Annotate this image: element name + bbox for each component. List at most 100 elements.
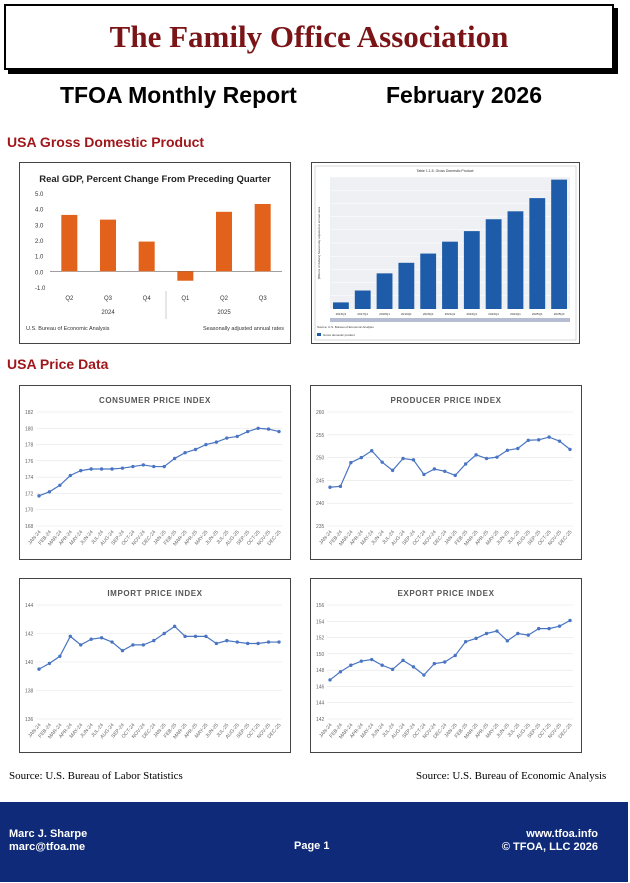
x-tick-label: Q3 bbox=[104, 296, 113, 302]
data-point bbox=[110, 640, 114, 644]
data-point bbox=[235, 434, 239, 439]
x-tick-label: 2025Q1 bbox=[532, 312, 543, 316]
bar bbox=[376, 273, 393, 309]
data-point bbox=[152, 464, 156, 469]
chart-note: Seasonally adjusted annual rates bbox=[203, 326, 284, 332]
series-line bbox=[38, 427, 280, 497]
data-point bbox=[162, 631, 166, 636]
data-point bbox=[422, 673, 426, 677]
data-point bbox=[370, 657, 374, 662]
data-point bbox=[183, 634, 187, 639]
data-point bbox=[422, 472, 426, 477]
report-title: TFOA Monthly Report bbox=[60, 82, 297, 108]
data-point bbox=[256, 426, 260, 430]
bar bbox=[354, 290, 371, 309]
section-heading-gdp: USA Gross Domestic Product bbox=[7, 134, 205, 150]
x-tick-label: Q3 bbox=[259, 296, 268, 302]
section-heading-price: USA Price Data bbox=[7, 356, 109, 372]
footer: Marc J. Sharpe marc@tfoa.me Page 1 www.t… bbox=[0, 802, 628, 882]
x-tick-label: 2020Q1 bbox=[423, 312, 434, 316]
source-note: U.S. Bureau of Economic Analysis bbox=[26, 326, 110, 332]
data-point bbox=[225, 436, 229, 440]
data-point bbox=[453, 653, 457, 658]
data-point bbox=[214, 641, 219, 646]
gdp-growth-chart: Real GDP, Percent Change From Preceding … bbox=[26, 174, 284, 332]
series-line bbox=[38, 625, 279, 670]
bar bbox=[551, 179, 567, 309]
export-price-chart: EXPORT PRICE INDEX 156 154 152 150 148 146 144 1… bbox=[316, 589, 574, 740]
data-point bbox=[401, 456, 405, 461]
y-tick-label: 5.0 bbox=[35, 192, 44, 198]
legend-label: Gross domestic product bbox=[323, 333, 355, 337]
bar bbox=[177, 271, 194, 281]
series-line bbox=[329, 619, 571, 681]
data-point bbox=[58, 483, 62, 487]
bar bbox=[442, 241, 458, 309]
y-tick-label: 240 bbox=[316, 501, 325, 507]
data-point bbox=[131, 643, 135, 647]
data-point bbox=[266, 640, 271, 644]
y-tick-label: 2.0 bbox=[35, 239, 44, 245]
data-point bbox=[266, 427, 271, 431]
data-point bbox=[141, 643, 146, 647]
data-point bbox=[99, 636, 104, 640]
data-point bbox=[58, 654, 62, 658]
group-label: 2024 bbox=[101, 310, 115, 316]
data-point bbox=[68, 473, 73, 478]
x-tick-label: Q4 bbox=[143, 296, 152, 302]
data-point bbox=[526, 633, 530, 637]
y-tick-label: 250 bbox=[316, 456, 325, 462]
data-point bbox=[380, 460, 384, 464]
y-tick-label: 140 bbox=[25, 660, 34, 666]
data-point bbox=[131, 464, 135, 469]
y-tick-label: 146 bbox=[316, 684, 325, 690]
footer-website[interactable]: www.tfoa.info bbox=[526, 828, 598, 840]
y-tick-label: 245 bbox=[316, 478, 325, 484]
y-tick-label: 150 bbox=[316, 652, 325, 658]
bar bbox=[254, 203, 271, 272]
data-point bbox=[68, 634, 73, 639]
data-point bbox=[505, 448, 510, 453]
y-tick-label: 178 bbox=[25, 443, 34, 449]
data-point bbox=[411, 458, 416, 462]
source-left: Source: U.S. Bureau of Labor Statistics bbox=[9, 770, 183, 782]
data-point bbox=[516, 446, 520, 451]
y-tick-label: 142 bbox=[25, 632, 34, 638]
y-tick-label: 138 bbox=[25, 689, 34, 695]
gdp-level-chart: Table 1.1.5. Gross Domestic Product [Bill… bbox=[314, 165, 577, 341]
data-point bbox=[245, 429, 250, 434]
y-tick-label: 172 bbox=[25, 491, 34, 497]
footer-email[interactable]: marc@tfoa.me bbox=[9, 841, 86, 853]
y-tick-label: 136 bbox=[25, 717, 34, 723]
data-point bbox=[443, 660, 447, 664]
y-tick-label: 0.0 bbox=[35, 270, 44, 276]
x-tick-label: 2022Q1 bbox=[466, 312, 477, 316]
data-point bbox=[120, 648, 125, 653]
data-point bbox=[193, 634, 198, 639]
header-banner: The Family Office Association bbox=[4, 4, 614, 70]
bar bbox=[507, 211, 524, 309]
bar bbox=[216, 211, 232, 272]
data-point bbox=[89, 637, 93, 641]
y-tick-label: 154 bbox=[316, 619, 325, 625]
source-note: Source: U.S. Bureau of Economic Analysis bbox=[317, 325, 374, 329]
data-point bbox=[349, 460, 353, 465]
data-point bbox=[349, 663, 353, 667]
y-tick-label: 182 bbox=[25, 410, 34, 416]
y-tick-label: 144 bbox=[316, 701, 325, 707]
x-tick-label: 2017Q1 bbox=[357, 312, 368, 316]
y-tick-label: 176 bbox=[25, 459, 34, 465]
data-point bbox=[557, 624, 562, 628]
ppi-chart: PRODUCER PRICE INDEX260255250245240235JA… bbox=[316, 396, 574, 547]
data-point bbox=[37, 667, 41, 671]
data-point bbox=[110, 467, 114, 471]
data-point bbox=[568, 618, 572, 623]
cpi-chart: CONSUMER PRICE INDEX 182 180 178 176 174 172 17… bbox=[25, 396, 283, 547]
legend-swatch bbox=[317, 333, 321, 336]
data-point bbox=[277, 640, 281, 644]
data-point bbox=[557, 439, 562, 443]
y-tick-label: 180 bbox=[25, 426, 34, 432]
data-point bbox=[463, 639, 468, 644]
data-point bbox=[89, 467, 93, 471]
data-point bbox=[152, 638, 156, 643]
